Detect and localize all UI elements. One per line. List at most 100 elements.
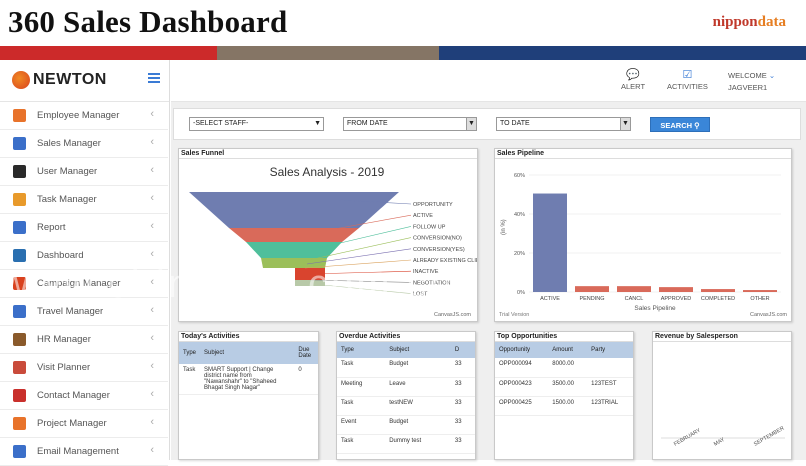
- y-tick-label: 0%: [517, 290, 525, 296]
- pipeline-bar[interactable]: [701, 289, 735, 292]
- sidebar-item[interactable]: Travel Manager ‹: [0, 298, 168, 326]
- table-cell: 3500.00: [548, 377, 588, 397]
- table-row[interactable]: Meeting Leave 33: [337, 377, 475, 397]
- table-row[interactable]: Task SMART Support | Change district name…: [179, 364, 318, 395]
- sidebar-item-label: Email Management: [37, 446, 119, 457]
- sidebar-item[interactable]: Report ‹: [0, 214, 168, 242]
- y-tick-label: 40%: [514, 212, 525, 218]
- revenue-salesperson-title: Revenue by Salesperson: [653, 332, 791, 342]
- sidebar-item[interactable]: User Manager ‹: [0, 158, 168, 186]
- newton-logo-icon: [12, 71, 30, 89]
- revenue-month-label: SEPTEMBER: [753, 426, 785, 448]
- sidebar-item[interactable]: Campaign Manager ‹: [0, 270, 168, 298]
- table-row[interactable]: OPP000094 8000.00: [495, 358, 633, 378]
- pipeline-y-ticks: 0% 20% 40% 60%: [514, 173, 781, 296]
- funnel-segment-opportunity[interactable]: [189, 192, 399, 228]
- sidebar-item[interactable]: Visit Planner ‹: [0, 354, 168, 382]
- sales-pipeline-title: Sales Pipeline: [495, 149, 791, 159]
- to-date-field[interactable]: TO DATE ▼: [496, 117, 631, 131]
- from-date-field[interactable]: FROM DATE ▼: [343, 117, 477, 131]
- sidebar: NEWTON Employee Manager ‹ Sales Manager ‹ Us…: [0, 60, 170, 466]
- table-cell: 33: [450, 434, 475, 454]
- table-cell: 33: [450, 377, 475, 397]
- alert-button[interactable]: 💬 ALERT: [621, 68, 645, 91]
- search-button[interactable]: SEARCH ⚲: [650, 117, 710, 132]
- sidebar-item-label: HR Manager: [37, 334, 91, 345]
- table-cell: SMART Support | Change district name fro…: [200, 364, 295, 395]
- chevron-left-icon: ‹: [150, 388, 154, 400]
- funnel-label: ACTIVE: [413, 213, 433, 219]
- username: JAGVEER1: [728, 83, 768, 92]
- funnel-segment-active[interactable]: [229, 228, 359, 242]
- sidebar-item[interactable]: Task Manager ‹: [0, 186, 168, 214]
- sidebar-item[interactable]: Employee Manager ‹: [0, 102, 168, 130]
- funnel-segment-follow-up[interactable]: [246, 242, 342, 258]
- y-tick-label: 60%: [514, 173, 525, 179]
- hamburger-menu-icon[interactable]: [148, 73, 160, 83]
- sidebar-item-label: Contact Manager: [37, 390, 110, 401]
- table-cell: Task: [337, 434, 386, 454]
- main-content: -SELECT STAFF- ▼ FROM DATE ▼ TO DATE ▼ SEAR…: [171, 102, 806, 460]
- sidebar-item-label: Project Manager: [37, 418, 107, 429]
- sidebar-item-label: Dashboard: [37, 250, 84, 261]
- table-cell: Meeting: [337, 377, 386, 397]
- sidebar-item[interactable]: Email Management ‹: [0, 438, 168, 466]
- menu-icon: [13, 109, 26, 122]
- revenue-chart: FEBRUARY MAY SEPTEMBER: [661, 426, 785, 448]
- table-header-row: Type Subject D: [337, 342, 475, 358]
- table-row[interactable]: Event Budget 33: [337, 415, 475, 435]
- brand: NEWTON: [0, 60, 169, 102]
- column-header: Type: [337, 342, 386, 358]
- table-cell: 33: [450, 358, 475, 378]
- x-tick-label: CANCL: [625, 296, 644, 302]
- column-header: Type: [179, 342, 201, 364]
- revenue-month-label: FEBRUARY: [673, 427, 702, 447]
- menu-icon: [13, 305, 26, 318]
- sidebar-item-label: Travel Manager: [37, 306, 104, 317]
- sidebar-item[interactable]: Contact Manager ‹: [0, 382, 168, 410]
- funnel-segment-lost[interactable]: [295, 280, 325, 286]
- pipeline-bar[interactable]: [575, 286, 609, 292]
- top-opportunities-panel: Top Opportunities Opportunity Amount Party…: [494, 331, 634, 460]
- checkbox-icon: ☑: [682, 69, 693, 81]
- funnel-segment-conversion[interactable]: [261, 258, 327, 268]
- table-row[interactable]: OPP000423 3500.00 123TEST: [495, 377, 633, 397]
- activities-button[interactable]: ☑ ACTIVITIES: [667, 68, 708, 91]
- sales-pipeline-panel: Sales Pipeline (in %) 0% 20% 40% 60% ACTIVE…: [494, 148, 792, 322]
- pipeline-bar[interactable]: [533, 193, 567, 292]
- pipeline-bars: ACTIVE PENDING CANCL APPROVED COMPLETED OTHER: [533, 193, 777, 302]
- top-opportunities-table: Opportunity Amount Party OPP000094 8000.00 OP…: [495, 342, 633, 416]
- funnel-connector: [338, 199, 412, 205]
- pipeline-trial-text: Trial Version: [499, 312, 529, 318]
- sidebar-item[interactable]: Sales Manager ‹: [0, 130, 168, 158]
- chat-alert-icon: 💬: [626, 69, 640, 81]
- user-menu[interactable]: WELCOME ⌄ JAGVEER1: [728, 70, 775, 94]
- sidebar-item[interactable]: Project Manager ‹: [0, 410, 168, 438]
- pipeline-bar[interactable]: [659, 287, 693, 292]
- pipeline-bar[interactable]: [617, 286, 651, 292]
- funnel-label: FOLLOW UP: [413, 224, 446, 230]
- chevron-left-icon: ‹: [150, 164, 154, 176]
- chevron-left-icon: ‹: [150, 136, 154, 148]
- table-cell: 8000.00: [548, 358, 588, 378]
- staff-select[interactable]: -SELECT STAFF- ▼: [189, 117, 324, 131]
- sidebar-item[interactable]: HR Manager ‹: [0, 326, 168, 354]
- table-row[interactable]: Task Dummy test 33: [337, 434, 475, 454]
- table-row[interactable]: OPP000425 1500.00 123TRIAL: [495, 396, 633, 416]
- pipeline-bar[interactable]: [743, 290, 777, 292]
- funnel-label: INACTIVE: [413, 269, 439, 275]
- from-date-value: FROM DATE: [347, 120, 388, 127]
- sidebar-item[interactable]: Dashboard ‹: [0, 242, 168, 270]
- chevron-left-icon: ‹: [150, 304, 154, 316]
- x-tick-label: ACTIVE: [540, 296, 560, 302]
- welcome-label: WELCOME: [728, 71, 767, 80]
- chevron-left-icon: ‹: [150, 192, 154, 204]
- funnel-label: LOST: [413, 292, 428, 298]
- table-cell: 0: [294, 364, 318, 395]
- todays-activities-panel: Today's Activities Type Subject Due Date Ta…: [178, 331, 319, 460]
- table-row[interactable]: Task Budget 33: [337, 358, 475, 378]
- table-row[interactable]: Task testNEW 33: [337, 396, 475, 416]
- x-tick-label: OTHER: [750, 296, 769, 302]
- alert-label: ALERT: [621, 82, 646, 91]
- to-date-value: TO DATE: [500, 120, 530, 127]
